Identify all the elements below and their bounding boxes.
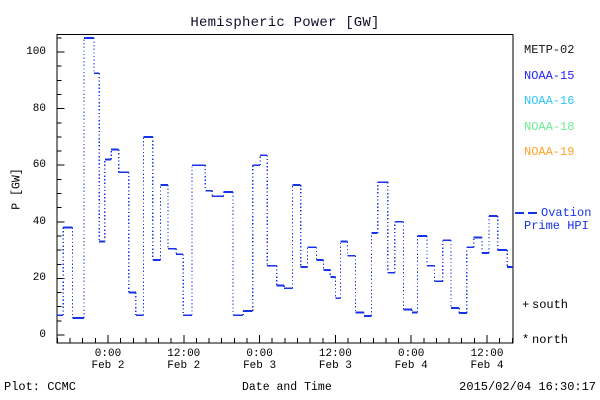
x-axis-title: Date and Time [242,381,332,394]
x-tick-label: 0:00 Feb 4 [369,348,453,372]
y-tick-label: 20 [32,272,46,285]
legend-item-noaa-19: NOAA-19 [524,145,575,159]
north-marker-legend: * north [522,333,568,347]
x-tick-label: 0:00 Feb 2 [66,348,150,372]
y-tick-label: 0 [39,329,46,341]
x-tick-label: 0:00 Feb 3 [218,348,302,372]
render-timestamp: 2015/02/04 16:30:17 [459,380,596,394]
dash-line-icon [528,211,537,214]
dash-line-icon [515,211,524,214]
asterisk-marker-icon: * [522,333,530,347]
y-axis-title: P [GW] [10,168,24,210]
x-tick-date: Feb 2 [91,359,125,372]
x-tick-date: Feb 3 [318,359,352,372]
noaa-15-series [57,36,513,319]
chart-title: Hemispheric Power [GW] [190,15,380,31]
plot-border [56,34,514,344]
plot-credit: Plot: CCMC [4,380,77,394]
x-tick-time: 0:00 [94,348,122,360]
ovation-label-line2: Prime HPI [524,219,589,233]
x-tick-label: 12:00 Feb 2 [142,348,226,372]
legend-item-metp-02: METP-02 [524,43,575,57]
x-tick-time: 0:00 [246,348,273,360]
ovation-label: Ovation [541,206,592,220]
y-tick-label: 100 [26,46,46,58]
x-tick-date: Feb 2 [167,359,201,372]
y-tick-label: 80 [32,102,46,115]
legend-item-noaa-15: NOAA-15 [524,68,575,83]
x-tick-date: Feb 4 [394,359,428,372]
x-tick-label: 12:00 Feb 4 [445,348,529,372]
south-label: south [532,298,569,312]
x-tick-time: 12:00 [470,348,504,360]
plus-marker-icon: + [522,298,530,312]
x-tick-date: Feb 3 [243,359,277,372]
south-marker-legend: + south [522,298,568,312]
ovation-legend-line1: Ovation [515,207,591,220]
x-tick-time: 0:00 [397,348,425,360]
y-tick-label: 40 [32,215,46,228]
x-tick-time: 12:00 [318,348,352,360]
x-tick-time: 12:00 [167,348,201,360]
north-label: north [532,333,569,347]
legend-item-noaa-18: NOAA-18 [524,119,575,134]
legend-item-noaa-16: NOAA-16 [524,94,575,108]
y-tick-label: 60 [32,159,46,172]
ovation-legend: Ovation Prime HPI [515,207,591,233]
x-tick-date: Feb 4 [470,359,504,372]
x-tick-label: 12:00 Feb 3 [293,348,377,372]
